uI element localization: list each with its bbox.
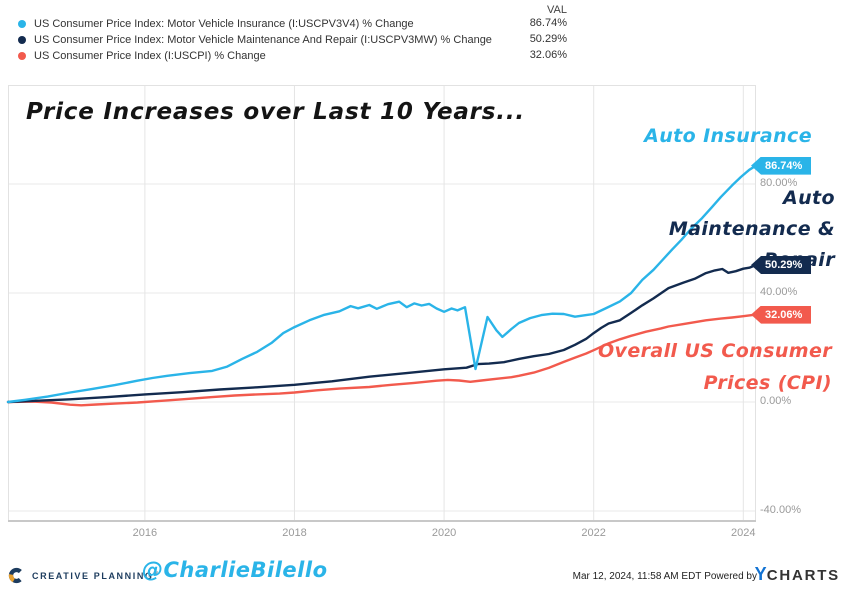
x-tick-2018: 2018 <box>282 527 307 539</box>
legend-value-maintenance-repair: 50.29% <box>529 33 567 45</box>
legend-value-auto-insurance: 86.74% <box>529 17 567 29</box>
x-tick-2016: 2016 <box>132 527 158 539</box>
ycharts-logo[interactable]: Y CHARTS <box>754 564 840 584</box>
ycharts-y-icon: Y <box>754 564 767 584</box>
chart-lines-svg <box>6 85 758 522</box>
legend-value-cpi: 32.06% <box>529 49 567 61</box>
legend-item-label: US Consumer Price Index (I:USCPI) % Chan… <box>34 49 266 62</box>
chart-title-annotation: Price Increases over Last 10 Years... <box>26 99 525 125</box>
auto-insurance-value-badge: 86.74% <box>751 156 812 175</box>
y-tick-80: 80.00% <box>760 177 798 189</box>
legend-item-cpi[interactable]: US Consumer Price Index (I:USCPI) % Chan… <box>18 49 266 62</box>
creative-planning-wordmark: CREATIVE PLANNING® <box>32 570 160 581</box>
legend-item-maintenance-repair[interactable]: US Consumer Price Index: Motor Vehicle M… <box>18 33 492 46</box>
series-color-dot-icon <box>18 51 26 60</box>
legend-val-header: VAL <box>547 4 567 16</box>
charliebilello-handle[interactable]: @CharlieBilello <box>142 558 328 582</box>
series-color-dot-icon <box>18 35 26 44</box>
cpi-annotation: Overall US Consumer Prices (CPI) <box>598 340 832 394</box>
maintenance-repair-value-badge: 50.29% <box>751 255 812 274</box>
plot-area <box>6 85 758 522</box>
x-tick-2020: 2020 <box>431 527 457 539</box>
x-tick-2022: 2022 <box>581 527 606 539</box>
series-color-dot-icon <box>18 19 26 28</box>
y-tick-40: 40.00% <box>760 286 798 298</box>
timestamp: Mar 12, 2024, 11:58 AM EDT Powered by <box>572 571 757 582</box>
cpi-value-badge: 32.06% <box>751 305 812 324</box>
creative-planning-c-icon <box>8 567 25 584</box>
legend-item-label: US Consumer Price Index: Motor Vehicle M… <box>34 33 492 46</box>
legend-item-auto-insurance[interactable]: US Consumer Price Index: Motor Vehicle I… <box>18 17 414 30</box>
auto-insurance-annotation: Auto Insurance <box>644 125 812 147</box>
creative-planning-logo[interactable]: CREATIVE PLANNING® <box>8 567 160 584</box>
legend-item-label: US Consumer Price Index: Motor Vehicle I… <box>34 17 414 30</box>
y-tick-minus40: -40.00% <box>760 504 801 516</box>
y-tick-0: 0.00% <box>760 395 792 407</box>
x-tick-2024: 2024 <box>731 527 756 539</box>
